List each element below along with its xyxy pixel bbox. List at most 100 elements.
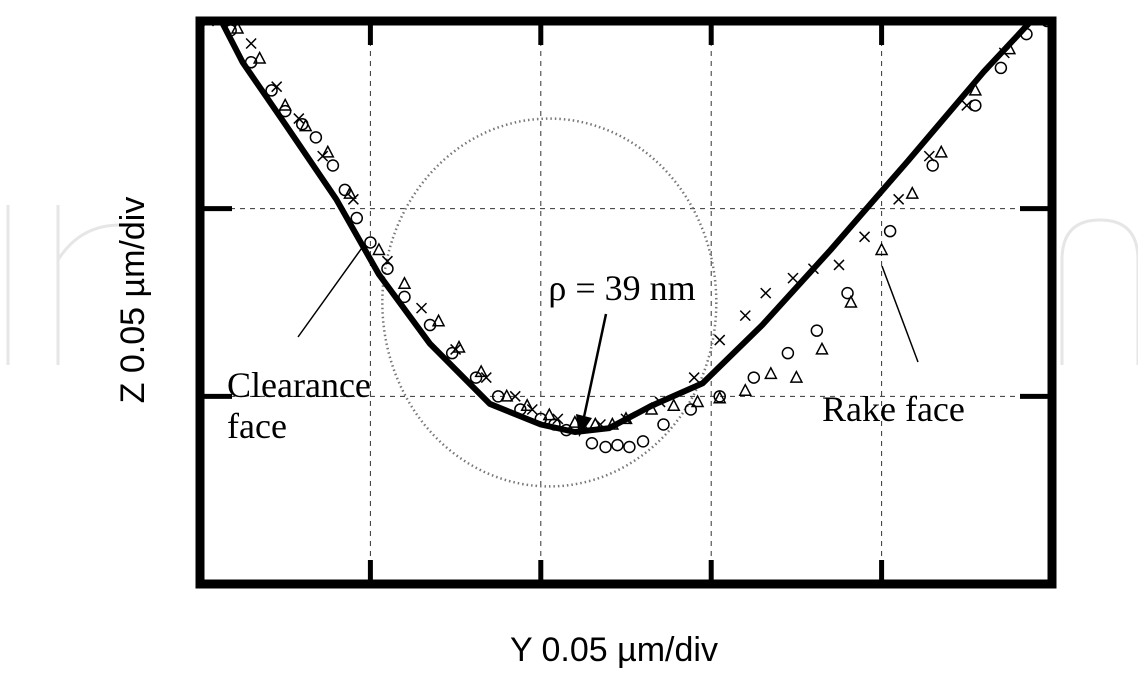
data-point-cross bbox=[807, 263, 819, 275]
data-point-cross bbox=[893, 193, 905, 205]
watermark-logo bbox=[6, 205, 1138, 365]
data-point-triangle bbox=[542, 407, 557, 421]
data-point-triangle bbox=[874, 242, 889, 256]
data-point-triangle bbox=[230, 21, 245, 34]
data-point-cross bbox=[293, 113, 305, 125]
data-point-cross bbox=[526, 403, 538, 416]
data-point-circle bbox=[364, 236, 377, 249]
data-point-circle bbox=[278, 104, 292, 118]
data-point-triangle bbox=[968, 82, 983, 96]
data-point-cross bbox=[509, 390, 521, 402]
data-point-triangle bbox=[934, 144, 948, 158]
data-point-circle bbox=[381, 262, 394, 275]
data-point-triangle bbox=[252, 50, 267, 64]
data-point-circle bbox=[469, 371, 483, 384]
data-point-triangle bbox=[1002, 41, 1017, 55]
data-point-circle bbox=[810, 324, 824, 337]
data-point-circle bbox=[309, 131, 323, 144]
data-point-triangle bbox=[321, 144, 335, 158]
data-point-circle bbox=[398, 290, 411, 304]
data-point-triangle bbox=[789, 369, 804, 383]
radius-annotation: ρ = 39 nm bbox=[548, 268, 695, 308]
data-point-circle bbox=[326, 159, 340, 172]
radius-arrow-head bbox=[576, 414, 592, 437]
data-point-circle bbox=[611, 438, 624, 452]
data-point-triangle bbox=[905, 186, 920, 199]
data-point-triangle bbox=[298, 118, 313, 132]
data-point-triangle bbox=[431, 313, 446, 327]
data-point-circle bbox=[585, 437, 599, 450]
rake-face-label: Rake face bbox=[822, 389, 965, 429]
data-point-triangle bbox=[815, 341, 829, 355]
data-point-circle bbox=[599, 440, 612, 454]
data-point-cross bbox=[833, 259, 845, 271]
data-point-cross bbox=[998, 47, 1010, 59]
data-point-triangle bbox=[343, 186, 357, 199]
data-point-triangle bbox=[474, 364, 488, 378]
data-point-circle bbox=[350, 211, 364, 225]
data-point-triangle bbox=[844, 294, 858, 308]
data-point-cross bbox=[787, 272, 799, 284]
data-point-cross bbox=[229, 7, 239, 17]
annotation-layer: ρ = 39 nm Clearance face Rake face bbox=[227, 244, 965, 446]
data-point-circle bbox=[684, 403, 698, 416]
data-layer bbox=[202, 1, 1054, 454]
data-point-cross bbox=[859, 231, 871, 243]
data-point-circle bbox=[1020, 27, 1033, 41]
data-point-circle bbox=[747, 371, 761, 384]
plot-border bbox=[195, 16, 1057, 589]
clearance-leader-line bbox=[297, 244, 365, 338]
data-point-cross bbox=[317, 150, 329, 162]
fit-circle-layer bbox=[381, 117, 718, 488]
data-point-circle bbox=[781, 346, 795, 360]
data-point-triangle bbox=[764, 366, 778, 380]
data-point-cross bbox=[654, 396, 666, 408]
fit-circle bbox=[381, 117, 718, 488]
data-point-cross bbox=[739, 310, 751, 322]
data-point-triangle bbox=[644, 401, 659, 415]
data-point-circle bbox=[883, 224, 897, 238]
data-point-cross bbox=[347, 193, 359, 205]
data-point-circle bbox=[560, 423, 573, 437]
data-point-cross bbox=[923, 150, 935, 162]
clearance-label-line2: face bbox=[227, 406, 287, 446]
data-point-cross bbox=[760, 287, 772, 299]
data-point-triangle bbox=[520, 398, 534, 411]
data-point-circle bbox=[623, 440, 636, 454]
data-point-triangle bbox=[605, 416, 620, 430]
data-point-circle bbox=[657, 418, 670, 431]
data-point-circle bbox=[445, 346, 459, 360]
data-point-cross bbox=[245, 37, 257, 50]
data-point-cross bbox=[594, 418, 606, 431]
data-point-cross bbox=[480, 372, 492, 384]
data-point-cross bbox=[620, 413, 632, 425]
data-point-cross bbox=[1044, 1, 1054, 11]
data-point-triangle bbox=[372, 242, 386, 256]
data-point-triangle bbox=[738, 383, 753, 396]
data-point-triangle bbox=[619, 411, 633, 425]
plot-frame bbox=[195, 16, 1057, 589]
x-axis-title: Y 0.05 µm/div bbox=[510, 631, 718, 669]
data-point-triangle bbox=[397, 276, 412, 289]
data-point-circle bbox=[994, 61, 1008, 75]
data-point-cross bbox=[271, 81, 283, 93]
data-point-circle bbox=[926, 159, 939, 172]
data-point-circle bbox=[841, 286, 854, 300]
data-point-cross bbox=[552, 413, 564, 425]
data-point-circle bbox=[969, 99, 982, 112]
data-point-triangle bbox=[712, 390, 727, 404]
data-point-cross bbox=[688, 372, 700, 384]
profile-line bbox=[217, 21, 1036, 435]
data-point-circle bbox=[636, 435, 650, 448]
data-point-cross bbox=[381, 255, 393, 267]
clearance-label-line1: Clearance bbox=[227, 365, 371, 405]
data-point-triangle bbox=[666, 398, 681, 411]
data-point-triangle bbox=[499, 388, 514, 402]
data-point-triangle bbox=[690, 394, 705, 408]
data-point-triangle bbox=[278, 97, 292, 111]
data-point-cross bbox=[961, 99, 973, 111]
data-point-cross bbox=[450, 343, 462, 355]
data-point-circle bbox=[265, 84, 278, 97]
radius-arrow-line bbox=[582, 313, 608, 418]
